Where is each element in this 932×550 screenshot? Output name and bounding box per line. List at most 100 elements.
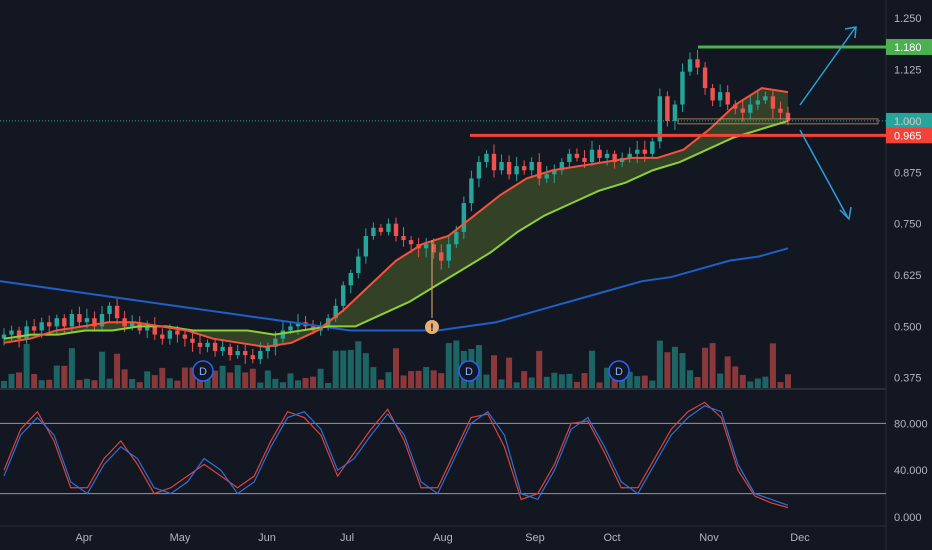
candle-body [672, 104, 678, 121]
volume-bar [656, 340, 663, 388]
candle-body [589, 149, 595, 163]
volume-bar [347, 349, 354, 388]
stoch-k-line [3, 405, 789, 506]
dividend-marker-label: D [465, 366, 473, 378]
stoch-tick-label: 0.000 [894, 512, 922, 524]
volume-bar [144, 371, 151, 388]
volume-bar [340, 350, 347, 388]
volume-bar [671, 346, 678, 388]
volume-bar [121, 369, 128, 388]
volume-bar [159, 367, 166, 388]
candle-body [521, 166, 527, 171]
volume-bar [551, 372, 558, 388]
candle-body [348, 272, 353, 286]
volume-bar [785, 374, 791, 388]
candle-body [152, 326, 157, 335]
volume-bar [769, 343, 776, 388]
candle-body [484, 153, 489, 163]
down-arrow-head [839, 206, 852, 221]
candle-body [431, 244, 436, 253]
volume-bar [279, 382, 286, 388]
candle-body [16, 330, 22, 339]
candle-body [205, 342, 210, 347]
volume-bar [604, 367, 611, 388]
candle-body [280, 330, 286, 339]
volume-bar [377, 379, 384, 388]
candle-body [250, 355, 255, 360]
volume-bar [317, 368, 324, 388]
volume-bar [724, 356, 731, 388]
volume-bar [287, 373, 294, 388]
volume-bar [174, 380, 181, 388]
consolidation-box [677, 118, 879, 125]
volume-bar [400, 375, 407, 388]
volume-bar [498, 379, 505, 388]
volume-bar [257, 382, 264, 388]
candle-body [506, 162, 512, 175]
volume-bar [573, 381, 580, 388]
candles [1, 50, 791, 365]
candle-body [341, 285, 346, 306]
indicator-lines [0, 87, 789, 348]
price-tick-label: 0.375 [894, 373, 922, 385]
candle-body [220, 346, 225, 352]
candle-body [182, 334, 188, 339]
candle-body [552, 170, 557, 175]
level-tag [886, 127, 932, 144]
candle-body [371, 227, 376, 236]
volume-bar [272, 378, 279, 388]
price-tick-label: 1.000 [894, 116, 922, 128]
volume-bar [581, 373, 588, 388]
candle-body [197, 342, 203, 347]
dividend-marker-label: D [199, 366, 207, 378]
candle-body [740, 108, 745, 113]
candle-body [107, 305, 112, 315]
candle-body [446, 244, 451, 261]
price-tick-label: 0.500 [894, 321, 922, 333]
candle-body [1, 334, 7, 339]
volume-bar [506, 357, 513, 388]
volume-bar [204, 376, 211, 388]
volume-bar [423, 367, 430, 388]
volume-bar [483, 374, 490, 388]
volume-bar [596, 382, 603, 388]
candle-body [167, 330, 173, 339]
axes: 1.250 1.125 1.000 0.875 0.750 0.625 0.500 0.375… [75, 13, 927, 544]
volume-bar [8, 373, 15, 388]
volume-bar [61, 365, 68, 388]
candle-body [212, 342, 218, 352]
price-tick-label: 1.250 [894, 13, 922, 25]
up-arrow-line [799, 27, 856, 106]
volume-bar [31, 374, 38, 388]
volume-bar [295, 380, 301, 388]
up-arrow-head [844, 26, 857, 39]
candle-body [408, 240, 414, 245]
volume-bar [181, 367, 188, 388]
candle-body [604, 153, 610, 158]
volume-bar [687, 370, 693, 388]
candle-body [635, 149, 640, 154]
volume-bar [114, 353, 121, 388]
candle-body [785, 112, 791, 121]
volume-bar [16, 372, 23, 388]
candle-body [748, 104, 753, 113]
volume-bar [747, 381, 754, 388]
candle-body [243, 351, 248, 356]
candle-body [190, 338, 195, 343]
candle-body [129, 322, 135, 327]
candle-body [24, 326, 29, 339]
volume-bar [702, 347, 709, 388]
volume-bar [249, 368, 256, 388]
volume-bar [362, 353, 369, 388]
candle-body [31, 326, 37, 331]
candle-body [476, 162, 482, 179]
grid [0, 0, 887, 550]
candle-body [258, 351, 263, 360]
volume-bar [453, 340, 460, 388]
candle-body [499, 162, 504, 171]
price-tick-label: 0.750 [894, 219, 922, 231]
candle-body [378, 227, 384, 232]
candle-body [680, 71, 685, 105]
volume-bar [679, 353, 686, 388]
